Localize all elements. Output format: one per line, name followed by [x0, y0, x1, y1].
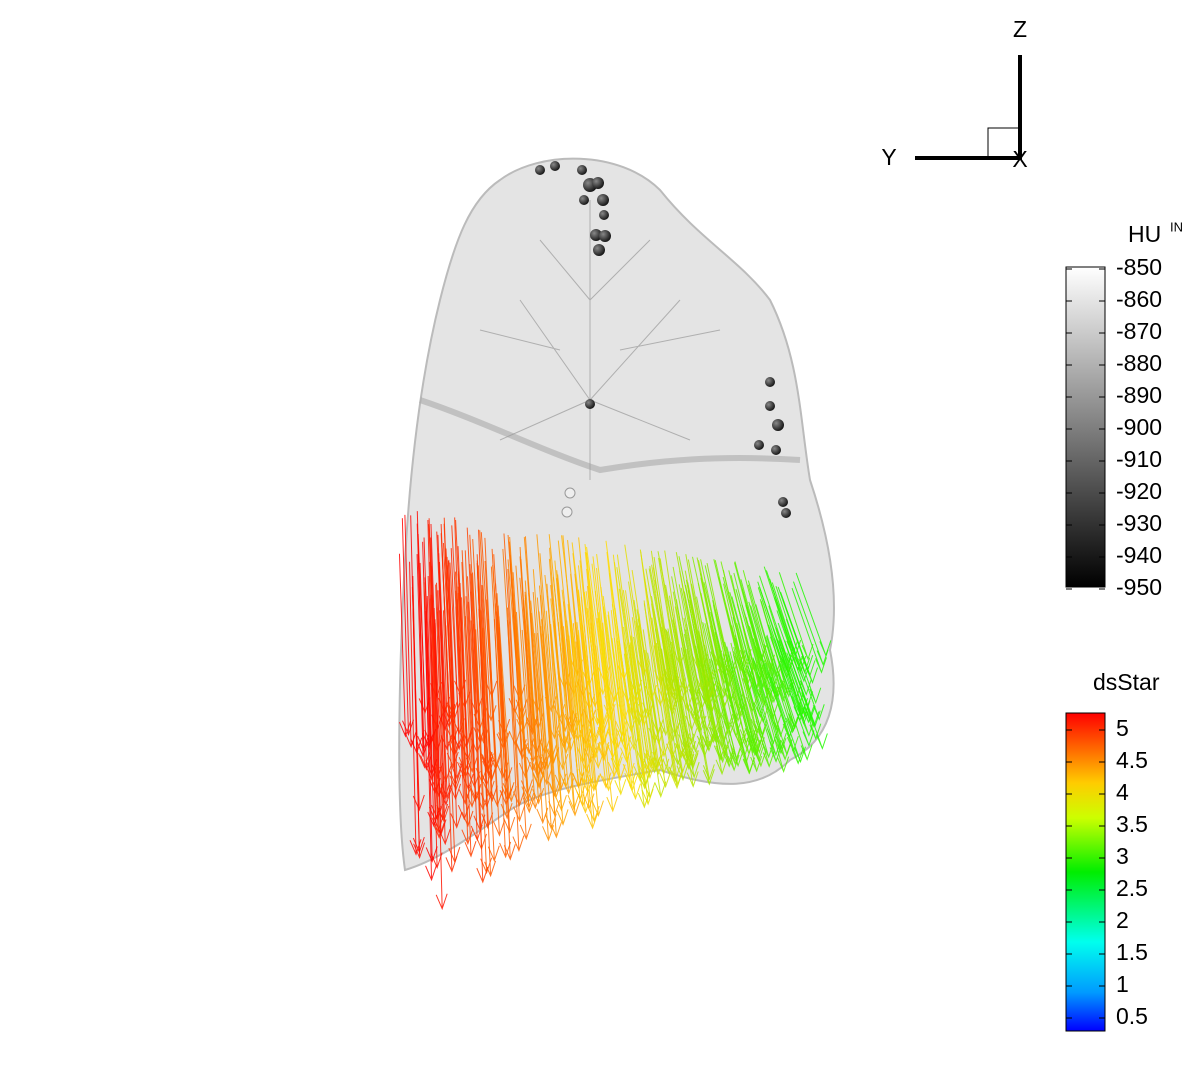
- colorbar: [1065, 712, 1106, 1032]
- vessels: [479, 200, 721, 480]
- colorbar: [1065, 266, 1106, 588]
- sphere-light: [564, 487, 576, 499]
- landmark-spheres: [535, 161, 791, 518]
- colorbar-tick-label: 4: [1116, 779, 1129, 805]
- sphere-light: [561, 506, 573, 518]
- colorbar-tick-label: 1: [1116, 971, 1129, 997]
- colorbar-tick-label: -940: [1116, 542, 1162, 568]
- fissure: [419, 397, 801, 474]
- axis-label-y: Y: [881, 144, 896, 170]
- colorbar-tick-label: 5: [1116, 715, 1129, 741]
- colorbar-tick-label: 0.5: [1116, 1003, 1148, 1029]
- colorbar-tick-label: 2: [1116, 907, 1129, 933]
- colorbar-tick-label: 3: [1116, 843, 1129, 869]
- colorbar-tick-label: 3.5: [1116, 811, 1148, 837]
- colorbar-tick-label: -950: [1116, 574, 1162, 600]
- legend-title-superscript: IN: [1170, 219, 1183, 234]
- colorbar-tick-label: -860: [1116, 286, 1162, 312]
- legend-title: dsStar: [1093, 669, 1160, 695]
- legend-title: HU: [1128, 221, 1161, 247]
- axis-label-x: X: [1012, 146, 1027, 172]
- axis-label-z: Z: [1013, 16, 1027, 42]
- colorbar-tick-label: -870: [1116, 318, 1162, 344]
- colorbar-tick-label: -850: [1116, 254, 1162, 280]
- colorbar-tick-label: 2.5: [1116, 875, 1148, 901]
- colorbar-tick-label: -900: [1116, 414, 1162, 440]
- colorbar-tick-label: -930: [1116, 510, 1162, 536]
- colorbar-tick-label: 1.5: [1116, 939, 1148, 965]
- colorbar-tick-label: -910: [1116, 446, 1162, 472]
- axis-triad: [915, 55, 1022, 160]
- colorbar-tick-label: -920: [1116, 478, 1162, 504]
- vector-field: [398, 511, 832, 911]
- colorbar-tick-label: 4.5: [1116, 747, 1148, 773]
- colorbar-tick-label: -890: [1116, 382, 1162, 408]
- colorbar-tick-label: -880: [1116, 350, 1162, 376]
